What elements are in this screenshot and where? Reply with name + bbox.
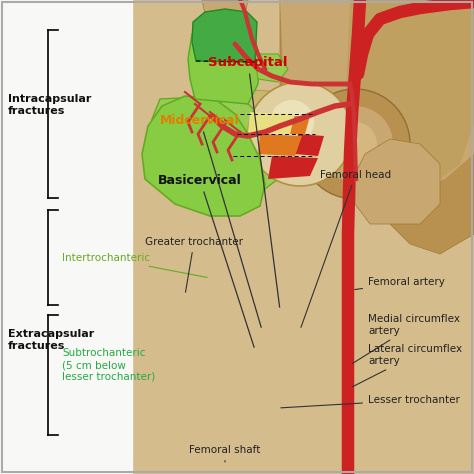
Text: Intracapsular
fractures: Intracapsular fractures <box>8 94 91 116</box>
Polygon shape <box>258 134 302 156</box>
Polygon shape <box>345 0 474 184</box>
Text: Medial circumflex
artery: Medial circumflex artery <box>352 314 460 364</box>
Circle shape <box>248 82 352 186</box>
Polygon shape <box>152 96 280 194</box>
Polygon shape <box>188 19 260 104</box>
Circle shape <box>270 100 314 144</box>
Circle shape <box>333 122 377 166</box>
Polygon shape <box>142 96 265 216</box>
Polygon shape <box>280 0 474 189</box>
Text: Extracapsular
fractures: Extracapsular fractures <box>8 329 94 351</box>
Polygon shape <box>248 112 295 134</box>
Circle shape <box>300 89 410 199</box>
Text: Femoral shaft: Femoral shaft <box>189 445 261 462</box>
Polygon shape <box>290 116 310 134</box>
Text: Intertrochanteric: Intertrochanteric <box>62 253 207 277</box>
Text: Basicervical: Basicervical <box>158 173 254 347</box>
Text: Subtrochanteric
(5 cm below
lesser trochanter): Subtrochanteric (5 cm below lesser troch… <box>62 348 155 382</box>
Polygon shape <box>268 156 318 179</box>
Text: Femoral artery: Femoral artery <box>355 277 445 290</box>
Polygon shape <box>295 134 324 156</box>
Polygon shape <box>280 0 474 254</box>
Polygon shape <box>192 9 257 62</box>
Text: Femoral head: Femoral head <box>301 170 391 328</box>
Polygon shape <box>210 89 320 179</box>
Polygon shape <box>202 0 248 14</box>
Text: Subcapital: Subcapital <box>208 55 288 307</box>
Text: Lesser trochanter: Lesser trochanter <box>281 395 460 408</box>
Polygon shape <box>355 139 440 224</box>
Text: Greater trochanter: Greater trochanter <box>145 237 243 292</box>
Polygon shape <box>256 54 288 82</box>
Bar <box>130 0 474 474</box>
Text: Midcervical: Midcervical <box>160 113 261 328</box>
Bar <box>0 0 132 474</box>
Circle shape <box>317 106 393 182</box>
Text: Lateral circumflex
artery: Lateral circumflex artery <box>353 344 462 387</box>
